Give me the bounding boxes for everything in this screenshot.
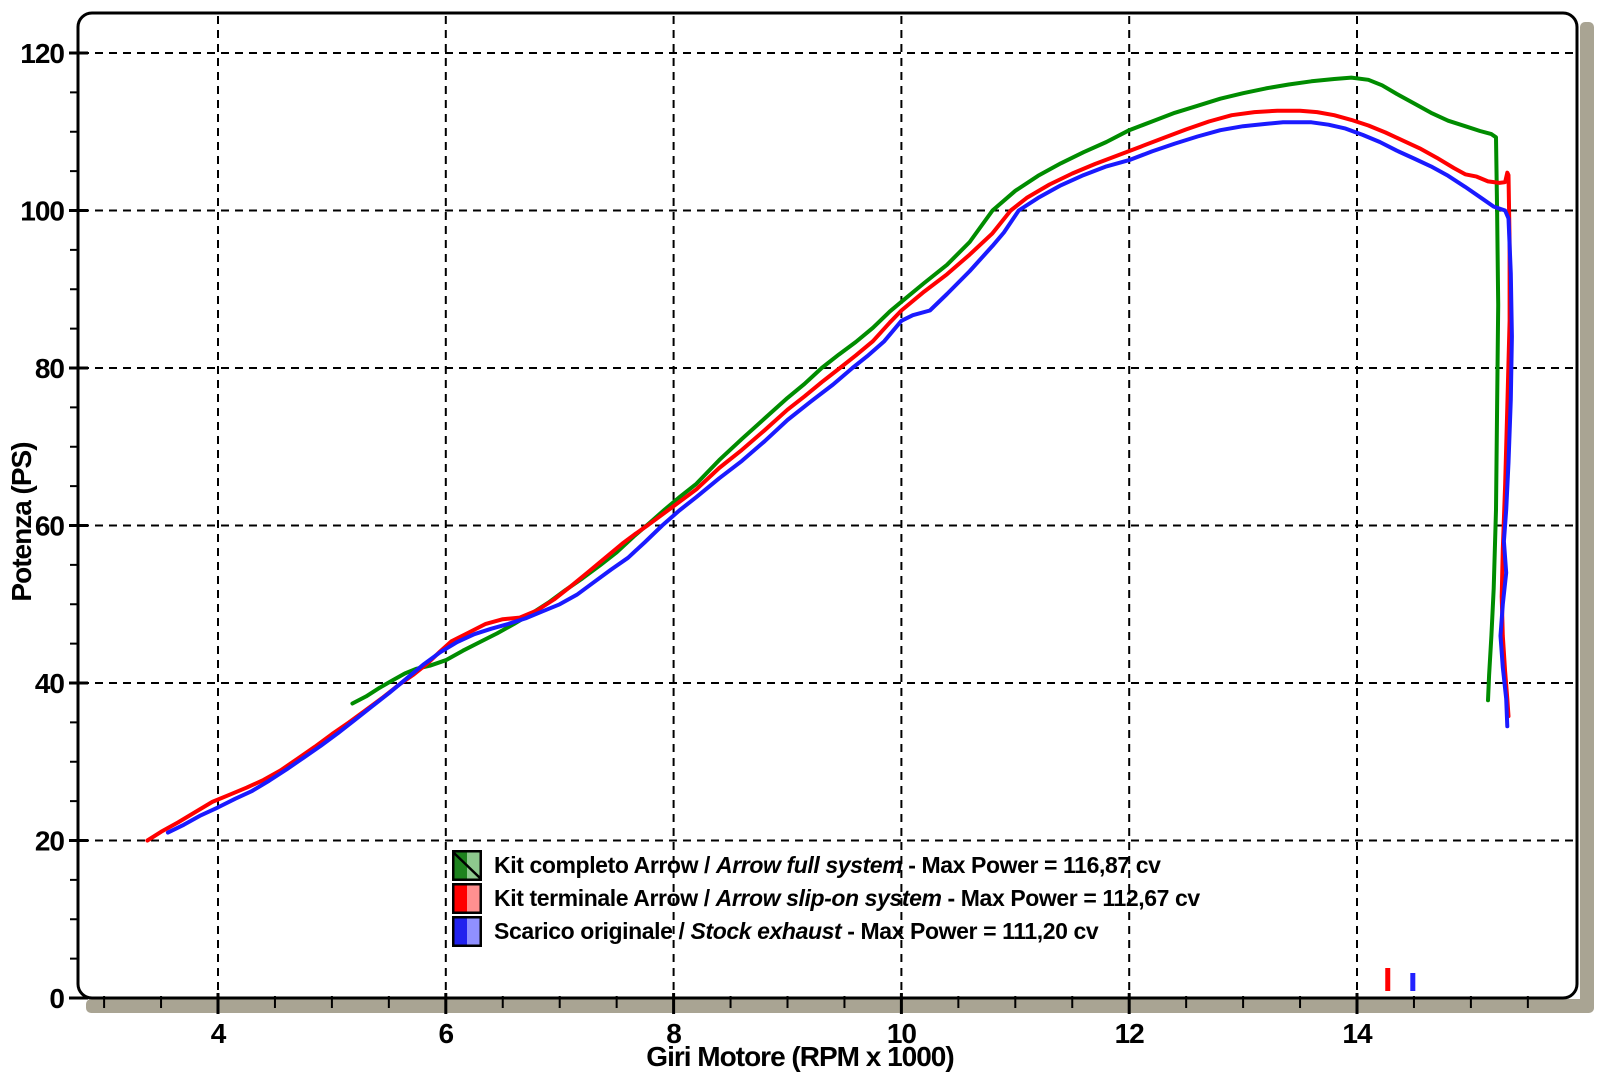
svg-text:0: 0 [49,983,64,1014]
legend-label-slip-on: Kit terminale Arrow / Arrow slip-on syst… [494,885,1200,911]
legend: Kit completo Arrow / Arrow full system -… [452,850,1200,947]
legend-item-kit-terminale-arrow: Kit terminale Arrow / Arrow slip-on syst… [452,883,1200,914]
legend-swatch-stock [452,916,482,947]
frame-side-bars [86,22,1594,1013]
svg-text:12: 12 [1115,1018,1145,1049]
gridlines [81,16,1575,996]
svg-text:10: 10 [887,1018,917,1049]
legend-swatch-full-system [452,850,482,881]
legend-item-kit-completo-arrow: Kit completo Arrow / Arrow full system -… [452,850,1200,881]
axis-ticks [69,51,1529,1014]
legend-item-scarico-originale: Scarico originale / Stock exhaust - Max … [452,916,1200,947]
limiter-marks [1385,968,1416,991]
svg-text:4: 4 [211,1018,227,1049]
svg-text:60: 60 [35,511,65,542]
x-axis-title: Giri Motore (RPM x 1000) [646,1041,954,1072]
plot-frame [76,11,1579,1000]
tick-labels: 0 20 40 60 80 100 120 4 6 8 10 12 14 [20,38,1374,1049]
svg-text:8: 8 [666,1018,681,1049]
svg-text:6: 6 [439,1018,454,1049]
svg-text:120: 120 [20,38,64,69]
legend-swatch-slip-on [452,883,482,914]
legend-label-stock: Scarico originale / Stock exhaust - Max … [494,918,1099,944]
svg-text:40: 40 [35,668,65,699]
svg-text:80: 80 [35,353,65,384]
svg-text:20: 20 [35,826,65,857]
legend-label-full-system: Kit completo Arrow / Arrow full system -… [494,852,1161,878]
power-curve-2 [165,120,1514,835]
svg-text:14: 14 [1342,1018,1373,1049]
svg-text:100: 100 [20,196,64,227]
y-axis-title: Potenza (PS) [6,442,37,602]
